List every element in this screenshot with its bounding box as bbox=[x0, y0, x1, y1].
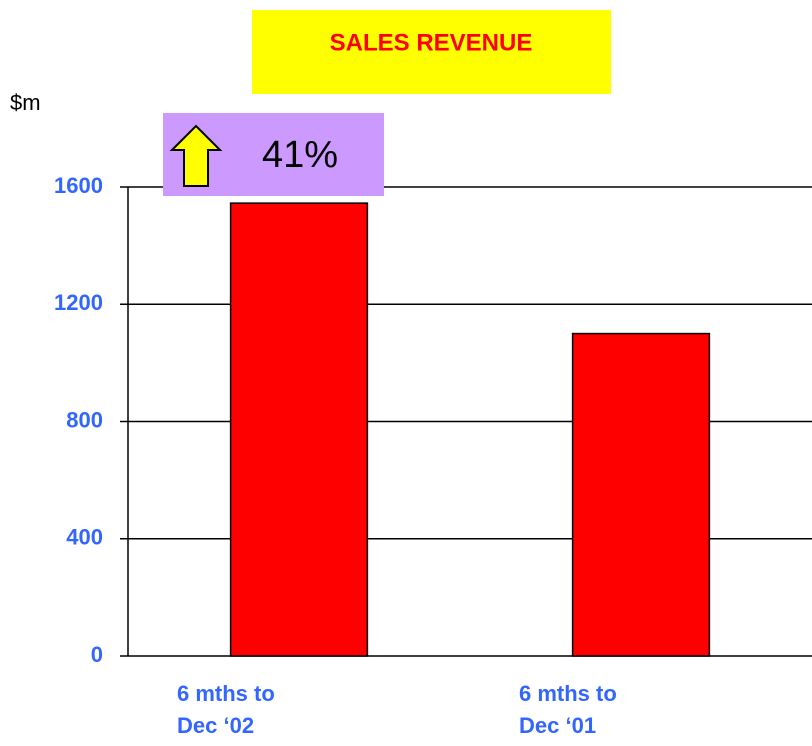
title-box bbox=[252, 10, 611, 94]
y-tick-label: 1200 bbox=[54, 290, 103, 315]
y-tick-label: 400 bbox=[66, 525, 103, 550]
bar bbox=[229, 202, 369, 657]
annotation: 41% bbox=[262, 134, 338, 176]
x-tick-label: 6 mths to Dec ‘02 bbox=[177, 681, 275, 738]
y-tick-label: 800 bbox=[66, 407, 103, 432]
y-tick-label: 1600 bbox=[54, 173, 103, 198]
bar bbox=[571, 332, 711, 657]
chart-title: SALES REVENUE bbox=[330, 29, 533, 56]
plot-area: 0 400 800 1200 1600 bbox=[54, 173, 812, 667]
x-tick-label: 6 mths to Dec ‘01 bbox=[519, 681, 617, 738]
y-axis-label: $m bbox=[10, 90, 41, 115]
up-arrow bbox=[169, 124, 223, 187]
y-tick-label: 0 bbox=[91, 642, 103, 667]
